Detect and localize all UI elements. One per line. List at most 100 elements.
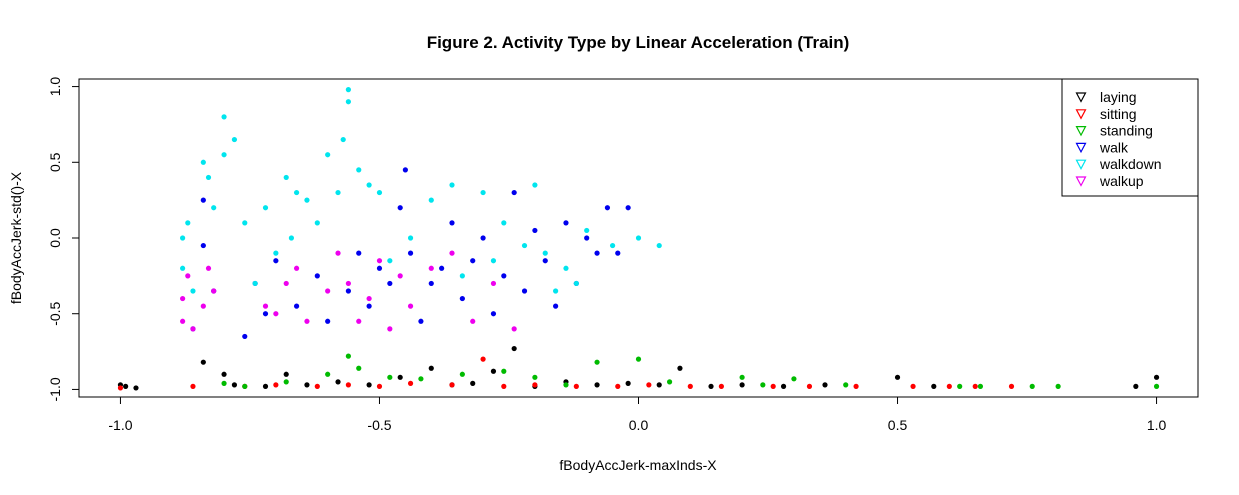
point-walk bbox=[490, 311, 497, 317]
point-standing bbox=[977, 383, 984, 389]
point-walkup bbox=[190, 326, 196, 332]
point-laying bbox=[231, 382, 238, 388]
point-walkdown bbox=[221, 152, 227, 158]
point-standing bbox=[418, 376, 424, 382]
point-sitting bbox=[806, 383, 813, 389]
point-walkup bbox=[470, 318, 476, 324]
point-standing bbox=[1153, 383, 1160, 389]
point-walkup bbox=[356, 318, 362, 324]
point-walkdown bbox=[262, 205, 269, 211]
point-sitting bbox=[646, 382, 652, 388]
point-walkdown bbox=[656, 242, 662, 249]
point-walk bbox=[376, 265, 383, 271]
y-axis-label: fBodyAccJerk-std()-X bbox=[8, 171, 24, 304]
point-walk bbox=[407, 250, 414, 256]
point-walkdown bbox=[340, 136, 346, 143]
point-standing bbox=[501, 368, 507, 374]
point-walkdown bbox=[252, 280, 258, 287]
point-walk bbox=[501, 273, 507, 279]
point-walkup bbox=[325, 288, 331, 294]
point-walk bbox=[418, 318, 424, 324]
point-standing bbox=[563, 382, 569, 388]
point-laying bbox=[1133, 383, 1139, 389]
point-sitting bbox=[853, 383, 859, 389]
x-tick-label: 0.0 bbox=[629, 417, 649, 433]
point-walkdown bbox=[190, 288, 196, 294]
point-walkdown bbox=[345, 87, 351, 93]
point-walk bbox=[594, 250, 600, 256]
point-walkdown bbox=[335, 189, 341, 196]
point-walk bbox=[449, 220, 455, 226]
point-walkdown bbox=[532, 182, 538, 188]
point-sitting bbox=[273, 382, 279, 388]
point-walkdown bbox=[553, 288, 559, 294]
point-walkup bbox=[304, 318, 310, 324]
point-laying bbox=[739, 382, 745, 388]
point-laying bbox=[708, 383, 714, 389]
point-laying bbox=[625, 380, 631, 386]
point-sitting bbox=[687, 383, 693, 389]
point-walkup bbox=[449, 250, 455, 256]
point-walkdown bbox=[185, 220, 191, 226]
y-tick-label: -1.0 bbox=[47, 377, 63, 401]
point-walkup bbox=[376, 258, 383, 264]
point-sitting bbox=[1008, 383, 1015, 389]
point-laying bbox=[123, 383, 129, 389]
point-laying bbox=[490, 368, 497, 374]
chart-title: Figure 2. Activity Type by Linear Accele… bbox=[427, 33, 850, 52]
point-walk bbox=[402, 167, 408, 173]
point-walkdown bbox=[490, 258, 497, 264]
data-points bbox=[117, 87, 1160, 391]
point-laying bbox=[594, 382, 600, 388]
point-walkdown bbox=[428, 197, 434, 203]
point-walk bbox=[366, 303, 372, 309]
point-walk bbox=[553, 303, 559, 309]
point-standing bbox=[957, 383, 963, 389]
point-walk bbox=[542, 258, 548, 264]
point-sitting bbox=[480, 356, 486, 362]
x-axis: -1.0 -0.5 0.0 0.5 1.0 bbox=[108, 396, 1166, 433]
point-sitting bbox=[972, 383, 978, 389]
point-walkdown bbox=[345, 99, 351, 105]
point-sitting bbox=[501, 383, 507, 389]
series-sitting bbox=[117, 356, 1015, 391]
point-sitting bbox=[407, 380, 414, 386]
point-walk bbox=[273, 258, 279, 264]
point-sitting bbox=[532, 382, 538, 388]
point-laying bbox=[656, 382, 662, 388]
point-standing bbox=[1029, 383, 1035, 389]
point-sitting bbox=[345, 382, 351, 388]
point-walkup bbox=[283, 280, 289, 287]
point-walkdown bbox=[273, 250, 279, 256]
point-walkdown bbox=[356, 167, 362, 173]
series-walk bbox=[190, 167, 631, 340]
point-walkdown bbox=[449, 182, 455, 188]
point-walkup bbox=[397, 273, 403, 279]
point-walkup bbox=[273, 311, 279, 317]
point-walkdown bbox=[200, 159, 206, 165]
series-walkup bbox=[180, 250, 517, 332]
point-walkup bbox=[407, 303, 414, 309]
point-laying bbox=[931, 383, 937, 389]
point-walkup bbox=[387, 326, 393, 332]
point-walk bbox=[563, 220, 569, 226]
point-laying bbox=[262, 383, 269, 389]
point-walk bbox=[459, 295, 465, 302]
point-standing bbox=[387, 374, 393, 380]
point-walkdown bbox=[283, 174, 289, 181]
point-sitting bbox=[117, 385, 124, 391]
x-tick-label: 0.5 bbox=[888, 417, 908, 433]
point-laying bbox=[366, 382, 372, 388]
point-standing bbox=[791, 376, 797, 382]
legend-marker bbox=[1075, 125, 1087, 137]
point-standing bbox=[739, 374, 745, 380]
point-walkup bbox=[200, 303, 206, 309]
point-walk bbox=[242, 333, 248, 340]
point-standing bbox=[345, 353, 351, 359]
point-walk bbox=[480, 235, 486, 241]
point-laying bbox=[335, 379, 341, 385]
point-walkup bbox=[345, 280, 351, 287]
point-walkdown bbox=[314, 220, 320, 226]
point-walk bbox=[200, 242, 206, 249]
